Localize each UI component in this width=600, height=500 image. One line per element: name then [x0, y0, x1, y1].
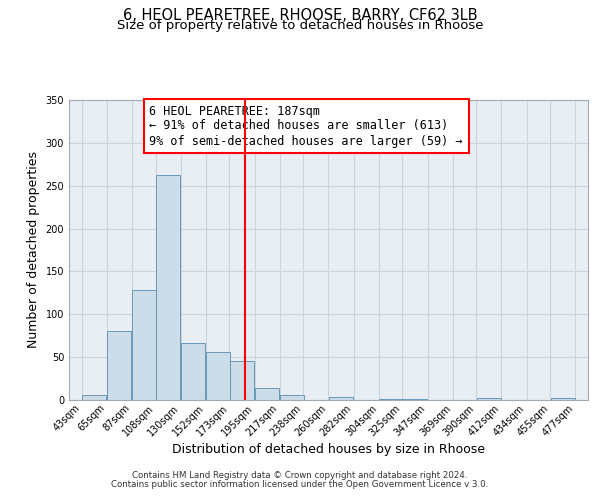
Text: Contains HM Land Registry data © Crown copyright and database right 2024.: Contains HM Land Registry data © Crown c…: [132, 471, 468, 480]
Bar: [329, 396, 353, 400]
Bar: [230, 362, 254, 400]
Bar: [156, 174, 180, 400]
Bar: [403, 399, 427, 400]
Bar: [206, 352, 230, 400]
Bar: [82, 395, 106, 400]
Bar: [132, 290, 156, 400]
Bar: [107, 330, 131, 400]
Bar: [477, 398, 501, 400]
Y-axis label: Number of detached properties: Number of detached properties: [27, 152, 40, 348]
Text: 6, HEOL PEARETREE, RHOOSE, BARRY, CF62 3LB: 6, HEOL PEARETREE, RHOOSE, BARRY, CF62 3…: [122, 8, 478, 22]
Bar: [255, 388, 279, 400]
Text: Distribution of detached houses by size in Rhoose: Distribution of detached houses by size …: [172, 442, 485, 456]
Bar: [379, 399, 403, 400]
Text: 6 HEOL PEARETREE: 187sqm
← 91% of detached houses are smaller (613)
9% of semi-d: 6 HEOL PEARETREE: 187sqm ← 91% of detach…: [149, 104, 463, 148]
Bar: [280, 395, 304, 400]
Bar: [181, 344, 205, 400]
Text: Contains public sector information licensed under the Open Government Licence v : Contains public sector information licen…: [112, 480, 488, 489]
Bar: [551, 398, 575, 400]
Text: Size of property relative to detached houses in Rhoose: Size of property relative to detached ho…: [117, 18, 483, 32]
